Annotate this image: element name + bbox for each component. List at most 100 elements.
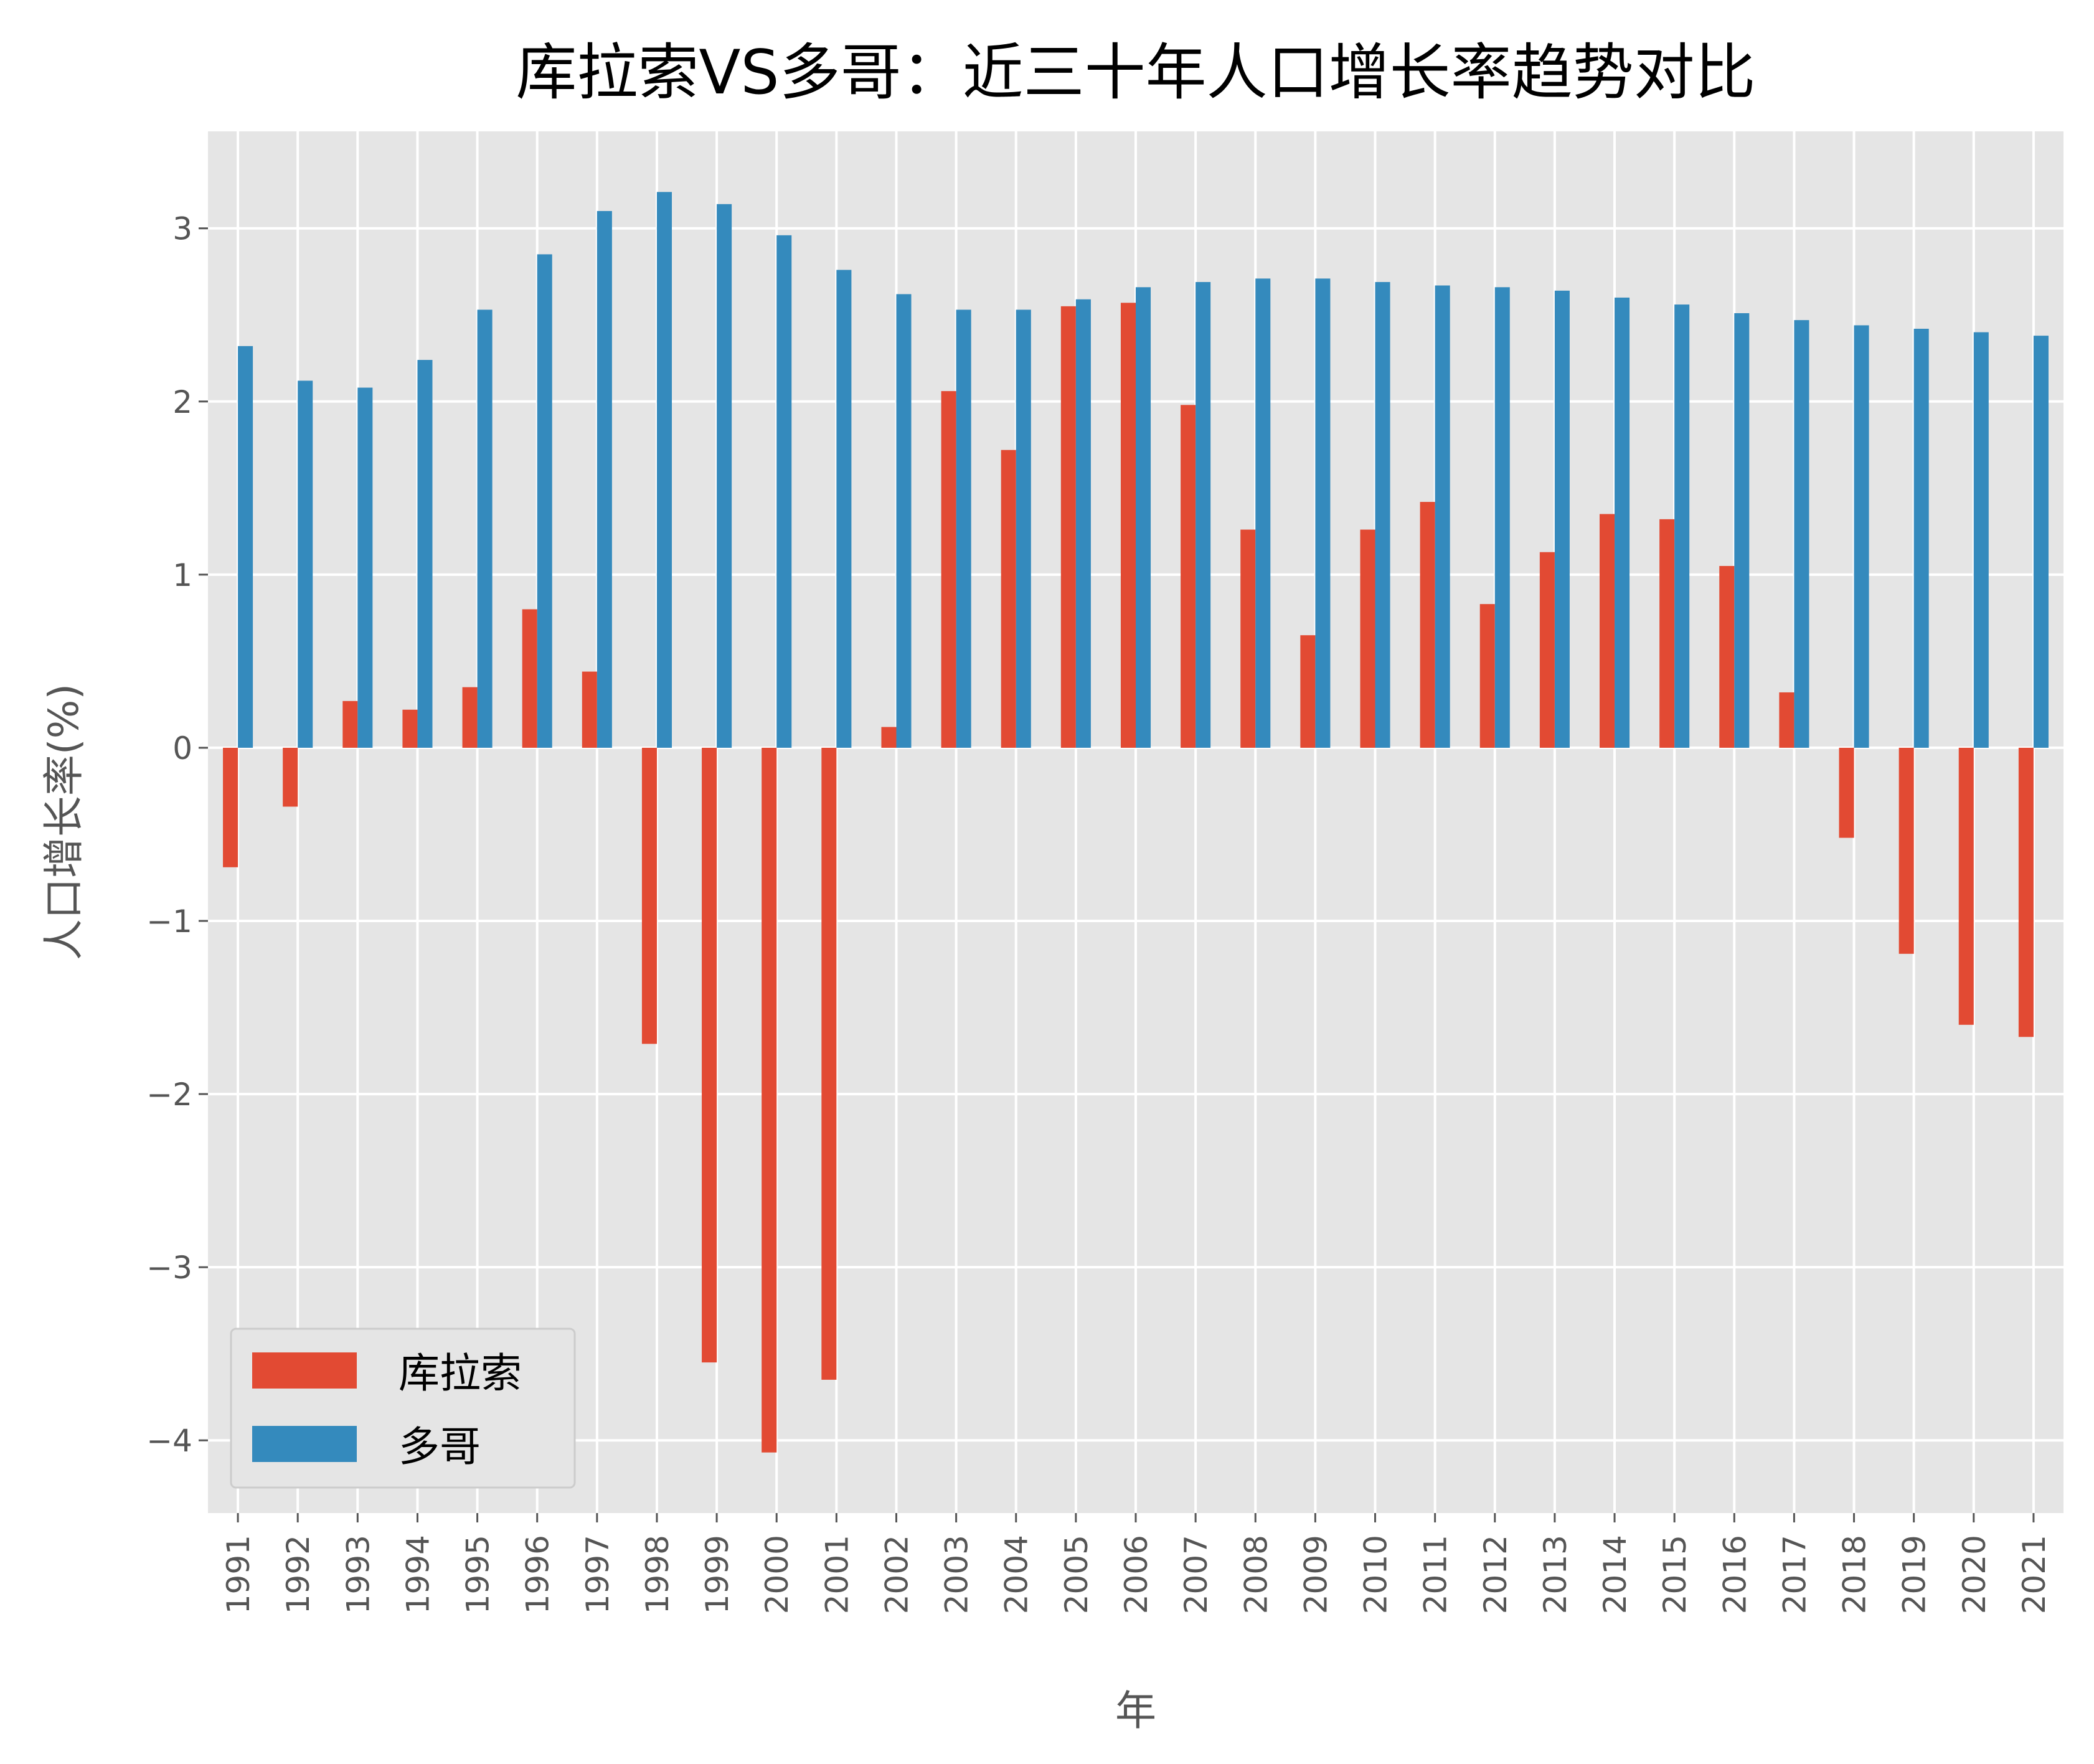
- bar-kosovo-2006: [1120, 303, 1136, 748]
- bar-togo-2011: [1435, 285, 1450, 748]
- bar-togo-1993: [357, 387, 373, 748]
- bar-togo-1992: [298, 380, 313, 748]
- bar-kosovo-2011: [1420, 502, 1435, 748]
- bar-kosovo-1996: [522, 609, 537, 748]
- x-tick-label: 2009: [1298, 1535, 1334, 1614]
- legend-swatch-kosovo: [252, 1352, 357, 1389]
- bar-togo-2014: [1615, 297, 1630, 748]
- legend-swatch-togo: [252, 1426, 357, 1462]
- bar-kosovo-2012: [1479, 604, 1495, 748]
- bar-togo-1996: [537, 254, 552, 748]
- bar-kosovo-1992: [283, 747, 298, 807]
- y-axis-label: 人口增长率(%): [40, 684, 88, 960]
- legend: 库拉索 多哥: [230, 1328, 576, 1489]
- x-tick-label: 2008: [1238, 1535, 1274, 1614]
- bar-togo-2006: [1136, 287, 1151, 748]
- x-tick-label: 2004: [999, 1535, 1035, 1614]
- bar-togo-2021: [2033, 336, 2049, 748]
- bar-kosovo-1993: [342, 700, 358, 748]
- x-tick-label: 1992: [280, 1535, 316, 1614]
- y-tick-label: 1: [172, 557, 192, 593]
- y-tick-label: −4: [146, 1423, 192, 1459]
- x-tick-label: 2006: [1118, 1535, 1154, 1614]
- bar-kosovo-2017: [1779, 692, 1795, 748]
- x-tick-label: 2007: [1178, 1535, 1214, 1614]
- bar-kosovo-2005: [1060, 306, 1076, 748]
- bar-togo-1991: [238, 346, 253, 748]
- bar-togo-1999: [717, 204, 732, 748]
- bar-togo-2010: [1375, 281, 1390, 748]
- x-tick-label: 1999: [699, 1535, 735, 1614]
- y-tick-label: −3: [146, 1250, 192, 1286]
- bar-kosovo-2015: [1659, 519, 1675, 748]
- bar-kosovo-2003: [941, 391, 956, 748]
- y-tick-label: 2: [172, 384, 192, 420]
- bar-kosovo-2007: [1181, 405, 1196, 748]
- x-tick-label: 2018: [1837, 1535, 1873, 1614]
- bar-kosovo-2016: [1719, 565, 1735, 748]
- x-tick-label: 2010: [1358, 1535, 1394, 1614]
- bar-togo-1998: [656, 192, 672, 748]
- bar-togo-2008: [1255, 278, 1271, 748]
- bar-togo-2004: [1016, 309, 1031, 748]
- bar-kosovo-2020: [1958, 747, 1974, 1025]
- bar-kosovo-2014: [1600, 514, 1615, 748]
- x-tick-label: 1994: [400, 1535, 436, 1614]
- x-tick-label: 2013: [1537, 1535, 1573, 1614]
- bar-kosovo-2018: [1839, 747, 1854, 838]
- x-tick-label: 1997: [580, 1535, 616, 1614]
- legend-label-togo: 多哥: [399, 1423, 481, 1471]
- x-tick-label: 2020: [1956, 1535, 1993, 1614]
- legend-label-kosovo: 库拉索: [399, 1349, 522, 1397]
- bar-kosovo-2001: [821, 747, 837, 1380]
- bar-togo-2002: [896, 294, 912, 748]
- x-tick-label: 2012: [1478, 1535, 1514, 1614]
- y-tick-label: −1: [146, 903, 192, 940]
- x-tick-label: 1998: [639, 1535, 676, 1614]
- x-tick-label: 2005: [1059, 1535, 1095, 1614]
- bar-togo-1995: [477, 309, 493, 748]
- x-tick-label: 2021: [2016, 1535, 2052, 1614]
- x-tick-label: 2014: [1597, 1535, 1633, 1614]
- bar-kosovo-2008: [1240, 529, 1256, 748]
- bar-togo-2018: [1854, 325, 1869, 748]
- bar-kosovo-2004: [1001, 450, 1016, 748]
- bar-kosovo-2013: [1539, 552, 1555, 748]
- x-tick-label: 1996: [520, 1535, 556, 1614]
- x-tick-label: 1995: [460, 1535, 496, 1614]
- bar-togo-2007: [1196, 281, 1211, 748]
- chart-title: 库拉索VS多哥：近三十年人口增长率趋势对比: [516, 37, 1755, 108]
- bar-togo-2000: [776, 235, 792, 748]
- bar-togo-1994: [417, 360, 433, 748]
- x-tick-label: 2000: [759, 1535, 795, 1614]
- x-axis-ticks: 1991 1992 1993 1994 1995 1996 1997 1998 1999 2000…: [220, 1513, 2052, 1614]
- bar-togo-2017: [1794, 320, 1809, 748]
- bars: [223, 192, 2049, 1453]
- bar-kosovo-1991: [223, 747, 238, 867]
- bar-togo-2005: [1075, 299, 1091, 748]
- y-tick-label: 3: [172, 211, 192, 247]
- x-axis-label: 年: [1115, 1687, 1156, 1735]
- bar-togo-2019: [1913, 329, 1929, 748]
- x-tick-label: 1991: [220, 1535, 257, 1614]
- x-tick-label: 1993: [340, 1535, 376, 1614]
- x-tick-label: 2003: [939, 1535, 975, 1614]
- bar-togo-1997: [597, 210, 612, 748]
- bar-togo-2009: [1315, 278, 1331, 748]
- bar-togo-2020: [1973, 332, 1989, 748]
- bar-kosovo-2021: [2018, 747, 2034, 1037]
- bar-kosovo-1995: [462, 687, 478, 748]
- x-tick-label: 2015: [1657, 1535, 1693, 1614]
- bar-togo-2003: [956, 309, 971, 748]
- y-tick-label: 0: [172, 730, 192, 766]
- x-tick-label: 2001: [819, 1535, 855, 1614]
- x-tick-label: 2002: [879, 1535, 915, 1614]
- bar-togo-2001: [836, 270, 852, 748]
- bar-togo-2016: [1734, 313, 1750, 748]
- bar-kosovo-2009: [1300, 635, 1316, 748]
- x-tick-label: 2011: [1418, 1535, 1454, 1614]
- bar-togo-2015: [1674, 304, 1690, 748]
- x-tick-label: 2019: [1897, 1535, 1933, 1614]
- bar-kosovo-1997: [582, 671, 597, 748]
